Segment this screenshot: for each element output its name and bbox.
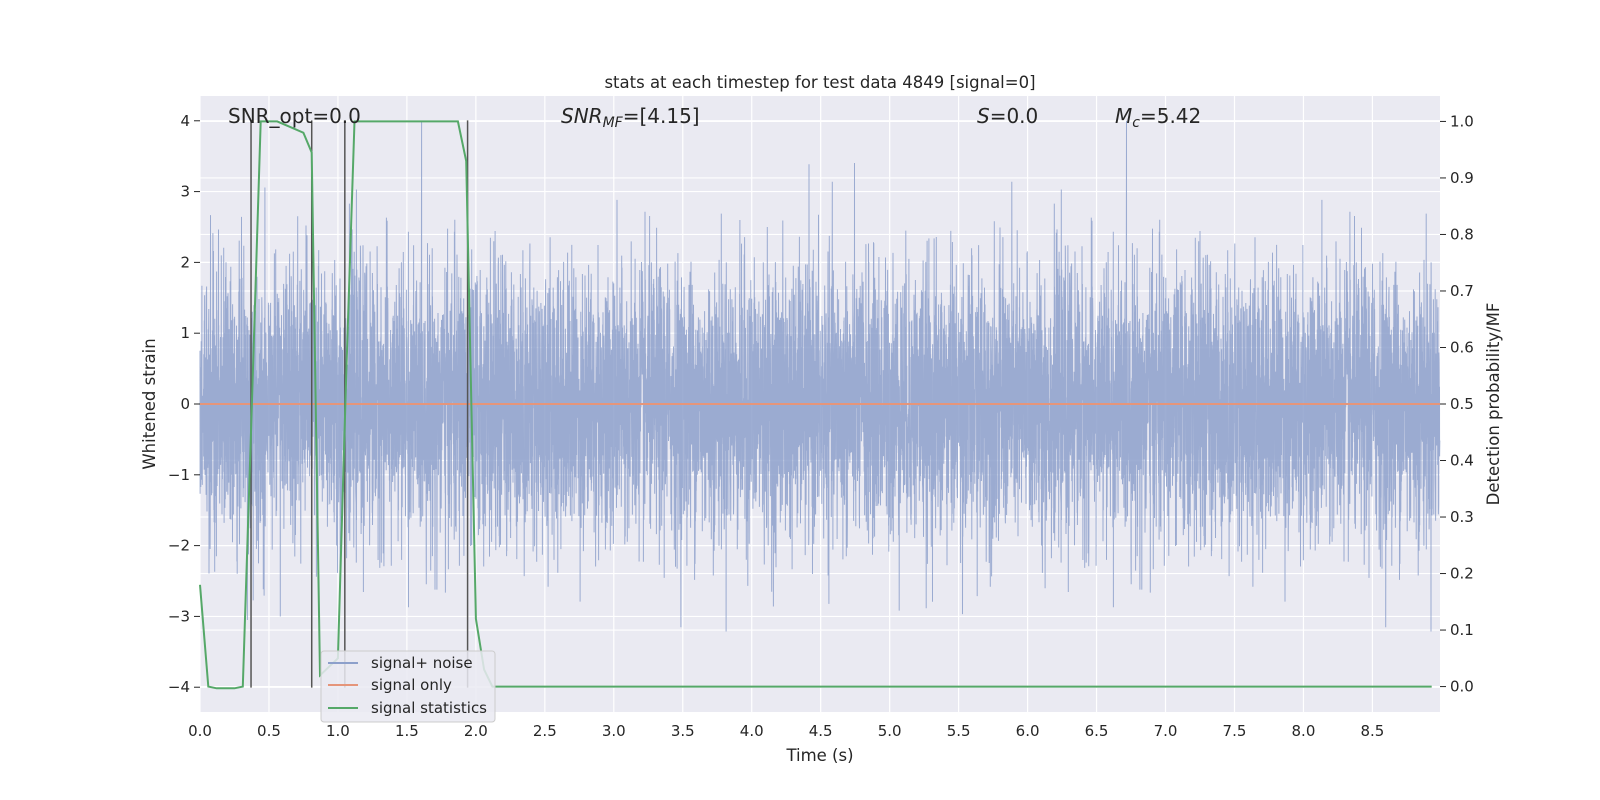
x-tick-label: 4.0	[740, 722, 764, 740]
signal-plus-noise-line	[199, 120, 1441, 632]
y2-tick-label: 0.0	[1450, 678, 1474, 696]
legend: signal+ noise signal only signal statist…	[320, 650, 496, 723]
x-tick-label: 1.5	[395, 722, 419, 740]
x-tick-label: 8.5	[1360, 722, 1384, 740]
y2-tick-label: 0.5	[1450, 395, 1474, 413]
y2-tick-label: 0.8	[1450, 225, 1474, 243]
x-axis-label: Time (s)	[785, 746, 853, 765]
annotation-mc: Mc=5.42	[1115, 104, 1201, 131]
x-tick-label: 3.5	[671, 722, 695, 740]
x-tick-label: 6.5	[1085, 722, 1109, 740]
legend-label-signal-plus-noise: signal+ noise	[371, 654, 473, 672]
x-tick-label: 6.0	[1016, 722, 1040, 740]
annotation-s: S=0.0	[977, 104, 1038, 128]
chart-title: stats at each timestep for test data 484…	[604, 73, 1035, 92]
y-tick-label: 3	[180, 183, 190, 201]
x-tick-label: 4.5	[809, 722, 833, 740]
x-tick-label: 2.0	[464, 722, 488, 740]
x-tick-label: 3.0	[602, 722, 626, 740]
y-tick-labels: −4 −3 −2 −1 0 1 2 3 4	[168, 112, 200, 696]
x-tick-label: 1.0	[326, 722, 350, 740]
x-tick-label: 5.5	[947, 722, 971, 740]
legend-label-signal-only: signal only	[371, 676, 452, 694]
legend-label-signal-statistics: signal statistics	[371, 699, 487, 717]
y2-tick-label: 0.4	[1450, 452, 1474, 470]
annotation-snr-opt: SNR_opt=0.0	[228, 104, 361, 128]
y-tick-label: −2	[168, 537, 190, 555]
x-tick-labels: 0.0 0.5 1.0 1.5 2.0 2.5 3.0 3.5 4.0 4.5 5.0 5.5 6.0 6…	[188, 722, 1384, 740]
y-tick-label: 0	[180, 395, 190, 413]
y-tick-label: 4	[180, 112, 190, 130]
x-tick-label: 0.0	[188, 722, 212, 740]
y-tick-label: −4	[168, 678, 190, 696]
y-tick-label: −1	[168, 466, 190, 484]
y2-tick-label: 0.2	[1450, 565, 1474, 583]
y-tick-label: 1	[180, 324, 190, 342]
y2-tick-label: 0.6	[1450, 338, 1474, 356]
x-tick-label: 2.5	[533, 722, 557, 740]
y-tick-label: 2	[180, 253, 190, 271]
series-signal-statistics	[199, 120, 1432, 690]
y2-tick-label: 1.0	[1450, 112, 1474, 130]
y2-axis-label: Detection probability/MF	[1484, 303, 1503, 506]
x-tick-label: 7.0	[1154, 722, 1178, 740]
y2-tick-labels: 0.0 0.1 0.2 0.3 0.4 0.5 0.6 0.7 0.8 0.9 1.0	[1440, 112, 1474, 696]
x-tick-label: 7.5	[1223, 722, 1247, 740]
signal-statistics-line	[199, 120, 1432, 690]
y2-tick-label: 0.3	[1450, 508, 1474, 526]
series-signal-plus-noise	[199, 120, 1441, 632]
y2-tick-label: 0.1	[1450, 621, 1474, 639]
y2-tick-label: 0.9	[1450, 169, 1474, 187]
y-axis-label: Whitened strain	[140, 338, 159, 469]
y-tick-label: −3	[168, 607, 190, 625]
legend-box	[320, 650, 496, 723]
annotation-snr-mf: SNRMF=[4.15]	[561, 104, 700, 131]
y2-tick-label: 0.7	[1450, 282, 1474, 300]
x-tick-label: 8.0	[1292, 722, 1316, 740]
x-tick-label: 0.5	[257, 722, 281, 740]
x-tick-label: 5.0	[878, 722, 902, 740]
